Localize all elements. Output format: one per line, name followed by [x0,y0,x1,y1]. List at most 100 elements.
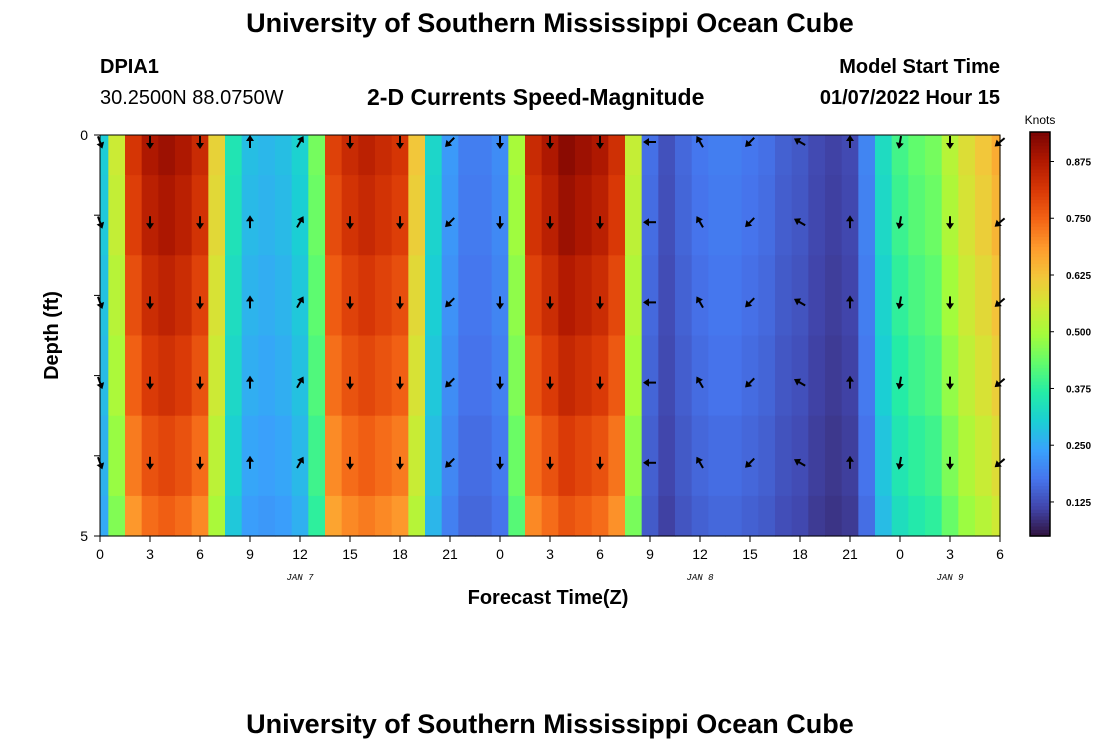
heatmap-cell [375,175,393,256]
heatmap-cell [858,415,876,497]
heatmap-cell [125,255,143,337]
current-arrow-head [196,463,204,470]
colorbar-segment [1030,458,1050,463]
heatmap-cell [108,135,126,176]
heatmap-cell [841,175,859,256]
station-id: DPIA1 [100,56,159,78]
colorbar-segment [1030,522,1050,527]
heatmap-cell [775,135,793,176]
heatmap-cell [941,135,959,176]
heatmap-cell [858,175,876,256]
heatmap-cell [508,135,526,176]
x-tick-label: 6 [196,546,204,562]
heatmap-cell [175,495,193,537]
colorbar-segment [1030,249,1050,254]
heatmap-cell [308,495,326,537]
heatmap-cell [658,335,676,417]
colorbar-tick-label: 0.375 [1066,384,1091,395]
current-arrow [745,377,755,388]
colorbar-segment [1030,472,1050,476]
colorbar-segment [1030,195,1050,200]
colorbar-segment [1030,519,1050,524]
current-arrow-head [846,215,854,222]
colorbar-segment [1030,233,1050,237]
current-arrow [946,456,954,470]
heatmap-cell [391,175,409,256]
heatmap-cell [191,335,209,417]
current-arrow-head [196,223,204,230]
colorbar-segment [1030,377,1050,382]
heatmap-cell [791,175,809,256]
heatmap-cell [708,335,726,417]
heatmap-cell [225,415,243,497]
heatmap-cell [158,495,176,537]
heatmap-cell [275,415,293,497]
colorbar-segment [1030,317,1050,322]
heatmap-cell [308,415,326,497]
heatmap-cell [825,175,843,256]
heatmap-cells [100,135,1001,537]
heatmap-cell [908,255,926,337]
heatmap-cell [725,335,743,417]
current-arrow-head [793,378,802,386]
page-title: University of Southern Mississippi Ocean… [246,8,854,38]
heatmap-cell [158,175,176,256]
x-tick-label: 6 [996,546,1004,562]
current-arrow [196,296,204,310]
heatmap-cell [541,135,559,176]
current-arrow [745,457,755,468]
colorbar-segment [1030,350,1050,355]
colorbar-segment [1030,445,1050,450]
heatmap-cell [808,255,826,337]
heatmap-cell [141,335,159,417]
heatmap-cell [675,135,693,176]
heatmap-cell [875,255,893,337]
station-coords: 30.2500N 88.0750W [100,87,284,109]
heatmap-cell [691,255,709,337]
bottom-title: University of Southern Mississippi Ocean… [246,709,854,739]
current-arrow-head [643,298,649,307]
heatmap-cell [541,495,559,537]
colorbar-segment [1030,320,1050,325]
heatmap-cell [258,335,276,417]
heatmap-cell [591,415,609,497]
heatmap-cell [741,415,759,497]
heatmap-cell [725,255,743,337]
heatmap-cell [208,495,226,537]
heatmap-cell [108,495,126,537]
heatmap-cell [241,135,259,176]
colorbar-segment [1030,243,1050,248]
heatmap-cell [308,255,326,337]
heatmap-cell [958,415,976,497]
heatmap-cell [225,335,243,417]
heatmap-cell [475,175,493,256]
heatmap-cell [458,335,476,417]
current-arrow-head [946,463,954,470]
heatmap-cell [375,135,393,176]
colorbar-segment [1030,219,1050,224]
heatmap-cell [641,255,659,337]
heatmap-cell [341,135,359,176]
heatmap-cell [875,495,893,537]
heatmap-cell [575,175,593,256]
current-arrow-head [496,223,504,230]
heatmap-cell [591,495,609,537]
heatmap-cell [291,135,309,176]
current-arrow-head [146,383,154,390]
heatmap-cell [908,495,926,537]
heatmap-cell [591,135,609,176]
heatmap-cell [208,415,226,497]
x-tick-label: 15 [742,546,758,562]
colorbar-segment [1030,502,1050,507]
colorbar-tick-label: 0.250 [1066,441,1091,452]
current-arrow-head [793,138,802,145]
heatmap-cell [558,495,576,537]
heatmap-cell [675,335,693,417]
heatmap-cell [775,415,793,497]
heatmap-cell [541,175,559,256]
heatmap-cell [858,335,876,417]
model-start-value: 01/07/2022 Hour 15 [819,87,1000,109]
current-arrow-head [346,223,354,230]
current-arrow-head [546,303,554,310]
heatmap-cell [775,495,793,537]
